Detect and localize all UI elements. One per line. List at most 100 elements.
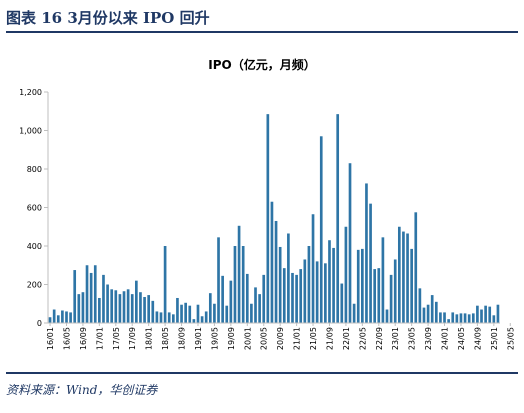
x-axis: 16/01 16/05 16/09 17/01 17/05 17/09 18/01 18/05…: [46, 322, 515, 350]
bar-16-03: [56, 315, 60, 323]
bar-21-10: [332, 247, 335, 323]
y-tick-label: 1,200: [19, 88, 42, 97]
x-tick-label: 16/05: [62, 327, 71, 350]
x-tick-label: 18/01: [145, 327, 154, 350]
bar-19-09: [229, 280, 233, 323]
bar-18-04: [159, 312, 163, 323]
bar-19-06: [217, 237, 220, 323]
x-tick-label: 17/01: [95, 327, 104, 350]
x-tick-label: 18/09: [178, 327, 187, 350]
bar-18-09: [180, 304, 183, 323]
bar-23-11: [434, 301, 438, 323]
bar-21-04: [307, 246, 311, 323]
bar-23-05: [410, 248, 413, 323]
bar-17-10: [135, 280, 138, 323]
bar-23-01: [393, 259, 397, 323]
bar-16-01: [48, 317, 52, 323]
bar-19-10: [233, 246, 237, 323]
bar-24-02: [447, 319, 450, 323]
x-tick-label: 22/01: [342, 327, 351, 350]
bar-23-09: [426, 304, 430, 323]
bar-23-02: [397, 226, 401, 323]
bar-24-08: [471, 313, 475, 324]
bar-16-09: [81, 292, 85, 323]
bar-19-01: [196, 304, 200, 323]
x-tick-label: 23/05: [408, 327, 417, 350]
bar-16-02: [52, 309, 56, 323]
bar-22-08: [373, 269, 377, 323]
bar-17-02: [102, 274, 105, 324]
bar-22-11: [385, 309, 389, 323]
bar-17-04: [110, 289, 114, 323]
bar-22-12: [389, 274, 393, 324]
bar-16-08: [77, 294, 81, 324]
x-tick-label: 19/01: [194, 327, 203, 350]
bar-22-09: [377, 268, 381, 323]
bar-17-11: [139, 292, 142, 323]
chart-title: IPO（亿元，月频）: [208, 58, 316, 72]
x-tick-label: 25/05: [506, 327, 515, 350]
bar-21-07: [319, 136, 323, 323]
bar-19-03: [204, 311, 208, 323]
bar-22-04: [356, 249, 360, 323]
bar-20-05: [262, 274, 266, 324]
x-tick-label: 20/09: [276, 327, 285, 350]
bar-17-03: [106, 284, 109, 323]
x-tick-label: 21/05: [309, 327, 318, 350]
bar-18-03: [155, 311, 159, 323]
bar-16-04: [61, 310, 64, 323]
y-tick-label: 800: [27, 165, 42, 174]
x-tick-label: 16/09: [79, 327, 88, 350]
bar-19-07: [221, 275, 224, 323]
bar-18-08: [176, 297, 179, 323]
x-tick-label: 24/09: [473, 327, 482, 350]
bar-19-04: [208, 293, 212, 323]
figure-header: 图表 16 3月份以来 IPO 回升: [6, 4, 518, 33]
bar-17-07: [122, 291, 126, 323]
bar-22-02: [348, 163, 352, 323]
source-divider: [6, 372, 518, 374]
y-tick-label: 1,000: [19, 127, 42, 136]
bar-20-09: [278, 246, 282, 323]
x-tick-label: 21/09: [325, 327, 334, 350]
bar-20-06: [266, 114, 270, 323]
x-tick-label: 17/05: [112, 327, 121, 350]
bar-22-01: [344, 226, 348, 323]
bar-23-07: [418, 288, 422, 323]
bar-20-07: [270, 201, 274, 323]
x-tick-label: 24/01: [441, 327, 450, 350]
bar-19-08: [225, 305, 229, 323]
bar-18-05: [163, 246, 167, 323]
bar-24-01: [443, 312, 446, 323]
bar-22-06: [365, 183, 368, 323]
x-tick-label: 20/01: [243, 327, 252, 350]
x-tick-label: 16/01: [46, 327, 55, 350]
x-tick-label: 18/05: [161, 327, 170, 350]
bar-19-05: [213, 303, 216, 323]
bar-24-10: [480, 309, 483, 323]
bar-24-05: [459, 313, 463, 324]
x-tick-label: 22/05: [358, 327, 367, 350]
bar-18-12: [192, 319, 196, 323]
bar-22-07: [369, 203, 372, 323]
bar-23-08: [422, 307, 426, 323]
bar-21-05: [311, 214, 315, 323]
bar-24-09: [476, 305, 479, 323]
bar-17-09: [130, 294, 134, 324]
bar-25-02: [496, 304, 500, 323]
bar-23-06: [414, 212, 418, 323]
y-tick-label: 200: [27, 281, 42, 290]
y-tick-label: 400: [27, 242, 42, 251]
bar-24-04: [455, 314, 459, 323]
bar-20-01: [245, 273, 249, 323]
x-tick-label: 20/05: [260, 327, 269, 350]
bar-21-06: [315, 261, 319, 323]
bar-18-10: [184, 302, 187, 323]
bar-24-11: [484, 305, 487, 323]
source-note: 资料来源：Wind，华创证券: [6, 383, 158, 397]
x-tick-label: 19/05: [210, 327, 219, 350]
bar-22-03: [352, 303, 356, 323]
bar-16-06: [69, 312, 72, 323]
bar-23-04: [406, 233, 409, 323]
